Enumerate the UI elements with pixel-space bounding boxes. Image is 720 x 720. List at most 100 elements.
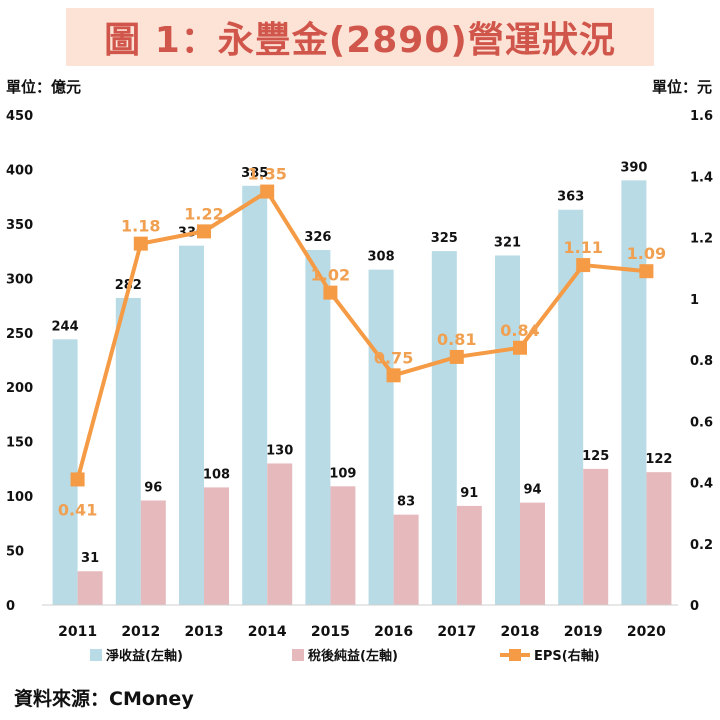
revenue-bar <box>621 180 647 606</box>
left-tick-label: 250 <box>6 327 33 342</box>
x-tick-label: 2018 <box>501 624 540 640</box>
revenue-bar <box>558 209 584 605</box>
left-axis: 0 50 100 150 200 250 300 350 400 450 <box>6 109 33 614</box>
left-tick-label: 0 <box>6 599 15 614</box>
x-tick-label: 2016 <box>374 624 413 640</box>
eps-marker <box>576 258 591 273</box>
legend-net-income-swatch <box>292 649 304 661</box>
x-tick-label: 2017 <box>437 624 476 640</box>
eps-value-label: 1.11 <box>563 238 602 257</box>
revenue-bar <box>431 251 457 605</box>
revenue-value-label: 390 <box>620 160 647 175</box>
eps-value-label: 1.18 <box>121 217 160 236</box>
revenue-bar <box>115 297 141 605</box>
revenue-value-label: 244 <box>52 319 79 334</box>
x-tick-label: 2013 <box>185 624 224 640</box>
eps-marker <box>70 472 85 487</box>
title-banner: 圖 1：永豐金(2890)營運狀況 <box>66 8 654 66</box>
revenue-value-label: 385 <box>241 166 268 181</box>
x-tick-label: 2014 <box>248 624 287 640</box>
net-income-bar <box>520 502 545 605</box>
x-tick-label: 2011 <box>58 624 97 640</box>
left-axis-unit: 單位：億元 <box>6 78 82 96</box>
net-income-bar <box>646 472 672 605</box>
left-tick-label: 150 <box>6 436 33 451</box>
net-income-bar <box>393 514 419 605</box>
left-tick-label: 450 <box>6 109 33 124</box>
net-income-value-label: 109 <box>329 466 356 481</box>
left-tick-label: 400 <box>6 163 33 178</box>
x-tick-label: 2012 <box>121 624 160 640</box>
chart: 0 50 100 150 200 250 300 350 400 450 0 0.2 0.4 0.6 0.… <box>6 109 713 664</box>
net-income-value-label: 96 <box>144 480 162 495</box>
net-income-value-label: 83 <box>397 495 415 510</box>
net-income-value-label: 125 <box>582 449 609 464</box>
right-tick-label: 0.2 <box>690 538 713 553</box>
revenue-value-label: 325 <box>431 231 458 246</box>
net-income-bar <box>267 463 293 605</box>
eps-marker <box>260 184 275 199</box>
net-income-bar <box>77 571 103 605</box>
eps-marker <box>639 264 654 279</box>
net-income-bar <box>204 487 229 605</box>
revenue-value-label: 363 <box>557 190 584 205</box>
revenue-bar <box>242 185 268 605</box>
net-income-value-label: 108 <box>203 467 230 482</box>
eps-marker <box>133 236 148 251</box>
right-axis: 0 0.2 0.4 0.6 0.8 1 1.2 1.4 1.6 <box>690 109 713 614</box>
right-tick-label: 1.2 <box>690 232 713 247</box>
eps-value-label: 1.09 <box>627 244 666 263</box>
eps-value-label: 0.75 <box>374 348 413 367</box>
right-tick-label: 1.4 <box>690 170 713 185</box>
eps-value-label: 0.84 <box>500 321 539 340</box>
net-income-value-label: 91 <box>460 486 478 501</box>
x-tick-label: 2015 <box>311 624 350 640</box>
legend-revenue-swatch <box>90 649 102 661</box>
left-tick-label: 300 <box>6 272 33 287</box>
eps-marker <box>386 368 401 383</box>
eps-value-label: 1.22 <box>184 204 223 223</box>
net-income-bar <box>583 468 609 605</box>
revenue-value-label: 326 <box>304 230 331 245</box>
eps-marker <box>197 224 211 239</box>
revenue-value-label: 308 <box>368 250 395 265</box>
eps-value-label: 1.02 <box>311 266 350 285</box>
bars: 2443128296330108385130326109308833259132… <box>52 160 672 606</box>
net-income-value-label: 31 <box>81 551 99 566</box>
revenue-bar <box>368 269 394 605</box>
eps-value-label: 1.35 <box>247 165 286 184</box>
revenue-bar <box>179 245 204 605</box>
legend: 淨收益(左軸) 稅後純益(左軸) EPS(右軸) <box>90 648 600 664</box>
revenue-bar <box>52 339 78 605</box>
right-tick-label: 0.6 <box>690 415 713 430</box>
x-tick-label: 2020 <box>627 624 666 640</box>
right-tick-label: 1 <box>690 293 699 308</box>
net-income-value-label: 94 <box>523 483 541 498</box>
left-tick-label: 50 <box>6 545 24 560</box>
left-tick-label: 350 <box>6 218 33 233</box>
left-tick-label: 200 <box>6 381 33 396</box>
net-income-bar <box>140 500 166 605</box>
eps-line: 0.41 1.18 1.22 1.35 1.02 0.75 0.81 0.84 1.11 1.09 <box>58 165 666 520</box>
right-tick-label: 1.6 <box>690 109 713 124</box>
revenue-bar <box>495 255 520 605</box>
net-income-value-label: 130 <box>266 443 293 458</box>
x-tick-label: 2019 <box>564 624 603 640</box>
left-tick-label: 100 <box>6 490 33 505</box>
right-tick-label: 0.8 <box>690 354 713 369</box>
legend-eps-label: EPS(右軸) <box>534 648 600 664</box>
net-income-bar <box>456 505 482 605</box>
eps-marker <box>513 340 527 355</box>
eps-marker <box>449 349 464 364</box>
eps-value-label: 0.41 <box>58 500 97 519</box>
x-axis: 2011 2012 2013 2014 2015 2016 2017 2018 2019 2020 <box>42 604 678 640</box>
net-income-bar <box>330 486 356 605</box>
eps-marker <box>323 285 338 300</box>
right-tick-label: 0 <box>690 599 699 614</box>
revenue-bar <box>305 250 331 605</box>
legend-net-income-label: 稅後純益(左軸) <box>308 648 398 664</box>
chart-title: 圖 1：永豐金(2890)營運狀況 <box>104 20 616 61</box>
legend-revenue-label: 淨收益(左軸) <box>106 648 183 664</box>
net-income-value-label: 122 <box>645 452 672 467</box>
eps-value-label: 0.81 <box>437 330 476 349</box>
